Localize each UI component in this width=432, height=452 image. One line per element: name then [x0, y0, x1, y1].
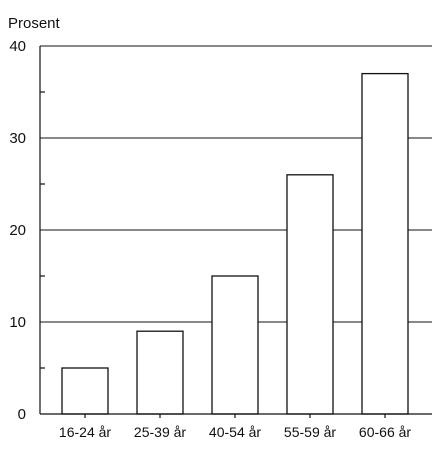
y-tick-label-30: 30: [9, 130, 26, 147]
y-ticks: 0 10 20 30 40: [9, 38, 26, 423]
bars: [61, 72, 409, 415]
bar-2: [211, 275, 259, 415]
x-tick-label-2: 40-54 år: [209, 424, 261, 440]
x-ticks: 16-24 år 25-39 år 40-54 år 55-59 år 60-66 år: [59, 424, 411, 440]
axes: [39, 46, 432, 418]
y-tick-label-40: 40: [9, 38, 26, 55]
y-tick-label-20: 20: [9, 222, 26, 239]
y-axis-label: Prosent: [8, 15, 61, 32]
y-tick-label-0: 0: [18, 406, 26, 423]
bar-1: [136, 330, 184, 415]
bar-0: [61, 367, 109, 415]
bar-3: [286, 174, 334, 415]
x-tick-label-0: 16-24 år: [59, 424, 111, 440]
bar-4: [361, 72, 409, 415]
x-tick-label-3: 55-59 år: [284, 424, 336, 440]
y-tick-label-10: 10: [9, 314, 26, 331]
x-tick-label-4: 60-66 år: [359, 424, 411, 440]
x-tick-label-1: 25-39 år: [134, 424, 186, 440]
